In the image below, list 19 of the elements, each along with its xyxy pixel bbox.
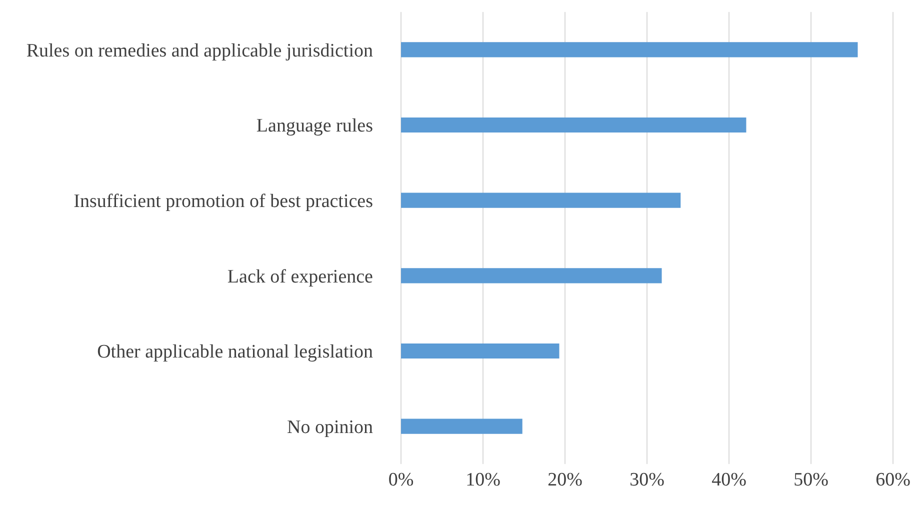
y-tick-label: Language rules [256,116,373,137]
bar [401,343,560,359]
bar [401,42,858,58]
y-tick-label: Other applicable national legislation [97,342,374,363]
x-tick-label: 0% [388,469,414,490]
bar [401,192,681,208]
bar [401,117,746,133]
y-tick-label: Rules on remedies and applicable jurisdiction [26,40,374,62]
x-tick-label: 10% [466,469,501,490]
bar [401,268,662,284]
y-tick-label: Lack of experience [227,266,373,288]
y-tick-label: Insufficient promotion of best practices [74,191,373,212]
x-tick-label: 30% [630,469,665,490]
x-tick-label: 20% [548,469,583,490]
bar [401,418,522,434]
x-tick-label: 40% [712,469,747,490]
x-tick-label: 50% [794,469,829,490]
y-tick-label: No opinion [286,417,374,438]
x-tick-label: 60% [876,469,911,490]
